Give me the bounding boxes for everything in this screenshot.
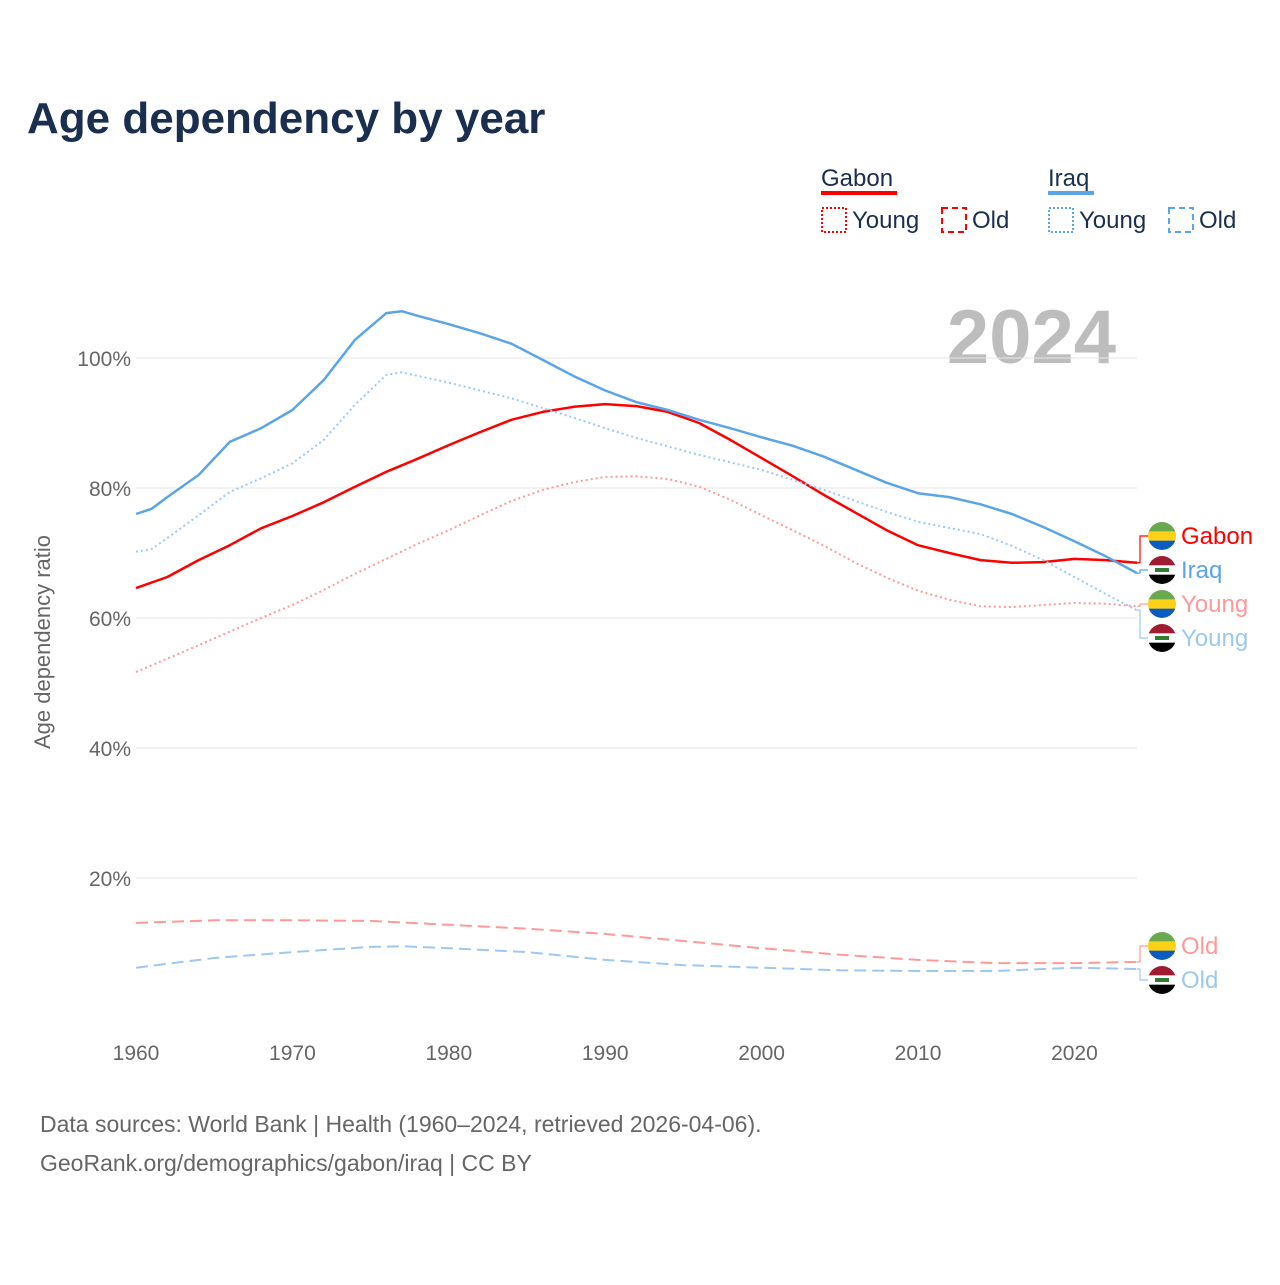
gabon-flag-icon	[1148, 522, 1176, 550]
y-axis-label: Age dependency ratio	[30, 535, 55, 749]
legend-iraq-young-swatch	[1048, 207, 1074, 233]
flag-stripe	[1148, 556, 1176, 566]
series-line-gabon	[135, 402, 1138, 590]
flag-stripe	[1148, 642, 1176, 652]
legend-gabon-underline	[821, 191, 897, 195]
footer-url[interactable]: GeoRank.org/demographics/gabon/iraq | CC…	[40, 1150, 532, 1176]
label-connector	[1137, 569, 1148, 574]
label-connector	[1137, 945, 1148, 963]
legend-group-gabon[interactable]: Gabon	[821, 165, 893, 192]
x-tick-label: 1990	[582, 1042, 629, 1065]
series-line-gabon-young	[135, 475, 1138, 673]
series-line-iraq	[135, 309, 1138, 575]
series-lines	[135, 309, 1138, 972]
x-tick-label: 2020	[1051, 1042, 1098, 1065]
flag-stripe	[1148, 966, 1176, 976]
legend-gabon-young[interactable]: Young	[852, 207, 919, 234]
label-connector	[1137, 968, 1148, 981]
end-label-iraq-old[interactable]: Old	[1181, 967, 1218, 994]
flag-emblem	[1155, 636, 1169, 640]
y-tick-label: 40%	[89, 738, 131, 761]
legend: Gabon Young Old Iraq Young Old	[821, 165, 1236, 234]
flag-stripe	[1148, 624, 1176, 634]
series-line-iraq-old	[135, 945, 1138, 972]
x-tick-label: 1960	[113, 1042, 160, 1065]
flag-stripe	[1148, 932, 1176, 942]
series-line-iraq-young	[135, 371, 1138, 612]
y-tick-label: 80%	[89, 478, 131, 501]
legend-iraq-old[interactable]: Old	[1199, 207, 1236, 234]
series-line-gabon-old	[135, 919, 1138, 965]
legend-iraq-young[interactable]: Young	[1079, 207, 1146, 234]
iraq-flag-icon	[1148, 624, 1176, 652]
x-tick-label: 2010	[895, 1042, 942, 1065]
footer-source: Data sources: World Bank | Health (1960–…	[40, 1111, 762, 1137]
y-axis: 20% 40% 60% 80% 100%	[77, 348, 131, 891]
x-tick-label: 2000	[738, 1042, 785, 1065]
flag-emblem	[1155, 978, 1169, 982]
end-label-gabon-young[interactable]: Young	[1181, 591, 1248, 618]
legend-gabon-old[interactable]: Old	[972, 207, 1009, 234]
end-label-gabon-old[interactable]: Old	[1181, 933, 1218, 960]
end-label-iraq[interactable]: Iraq	[1181, 557, 1222, 584]
flag-stripe	[1148, 574, 1176, 584]
end-label-iraq-young[interactable]: Young	[1181, 625, 1248, 652]
year-display: 2024	[947, 295, 1116, 380]
legend-iraq-underline	[1048, 191, 1094, 195]
gabon-flag-icon	[1148, 932, 1176, 960]
flag-stripe	[1148, 950, 1176, 960]
end-labels: Gabon Iraq Young Young Old Old	[1137, 522, 1253, 994]
y-tick-label: 20%	[89, 868, 131, 891]
chart-title: Age dependency by year	[27, 94, 545, 143]
label-connector	[1137, 609, 1148, 639]
iraq-flag-icon	[1148, 556, 1176, 584]
flag-stripe	[1148, 531, 1176, 542]
legend-gabon-young-swatch	[821, 207, 847, 233]
legend-gabon-old-swatch	[941, 207, 967, 233]
gabon-flag-icon	[1148, 590, 1176, 618]
gridlines	[136, 357, 1137, 879]
x-axis: 1960 1970 1980 1990 2000 2010 2020	[113, 1042, 1098, 1065]
y-tick-label: 100%	[77, 348, 131, 371]
x-tick-label: 1970	[269, 1042, 316, 1065]
flag-emblem	[1155, 568, 1169, 572]
flag-stripe	[1148, 590, 1176, 600]
end-label-gabon[interactable]: Gabon	[1181, 523, 1253, 550]
flag-stripe	[1148, 522, 1176, 532]
flag-stripe	[1148, 984, 1176, 994]
flag-stripe	[1148, 540, 1176, 550]
iraq-flag-icon	[1148, 966, 1176, 994]
flag-stripe	[1148, 941, 1176, 952]
label-connector	[1137, 535, 1148, 564]
flag-stripe	[1148, 608, 1176, 618]
label-connector	[1137, 603, 1148, 607]
legend-group-iraq[interactable]: Iraq	[1048, 165, 1089, 192]
x-tick-label: 1980	[425, 1042, 472, 1065]
flag-stripe	[1148, 599, 1176, 610]
legend-iraq-old-swatch	[1168, 207, 1194, 233]
y-tick-label: 60%	[89, 608, 131, 631]
